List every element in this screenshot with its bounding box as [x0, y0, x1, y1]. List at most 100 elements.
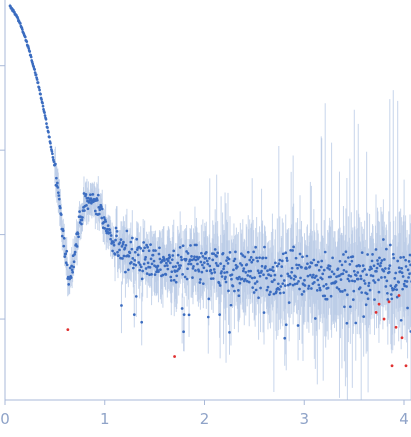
data-point	[242, 267, 246, 270]
data-point	[216, 251, 220, 255]
data-point	[191, 267, 195, 270]
data-point	[399, 256, 403, 259]
data-point	[89, 193, 92, 197]
data-point	[243, 255, 247, 259]
data-point	[185, 250, 188, 253]
data-point	[306, 262, 309, 266]
data-point	[90, 201, 93, 205]
data-point	[405, 285, 408, 288]
data-point	[28, 50, 32, 53]
data-point	[254, 245, 257, 249]
data-point	[170, 270, 174, 274]
data-point	[281, 252, 285, 256]
data-point	[275, 290, 278, 294]
data-point	[169, 279, 173, 282]
data-point	[287, 301, 291, 304]
data-point	[228, 330, 231, 334]
data-point	[100, 207, 104, 211]
data-point	[211, 277, 215, 280]
data-point	[113, 253, 117, 256]
data-point	[277, 288, 281, 291]
x-tick-label: 2	[200, 410, 210, 428]
data-point	[382, 269, 386, 273]
data-point	[317, 283, 321, 287]
data-point	[55, 176, 58, 180]
data-point	[35, 78, 39, 81]
data-point	[407, 259, 411, 263]
data-point	[290, 270, 293, 274]
data-point	[77, 235, 80, 239]
data-point	[383, 275, 387, 279]
data-point	[213, 271, 217, 274]
data-point	[80, 218, 84, 222]
data-point	[310, 287, 313, 290]
data-point	[258, 256, 261, 260]
data-point	[227, 289, 230, 293]
data-point	[215, 255, 219, 258]
data-point	[260, 269, 263, 273]
outlier-point	[377, 302, 381, 306]
data-point	[139, 265, 143, 269]
data-point	[392, 256, 396, 260]
data-point	[279, 274, 283, 278]
x-tick-label: 4	[399, 410, 409, 428]
data-point	[384, 267, 387, 270]
data-point	[343, 288, 347, 292]
data-point	[143, 258, 147, 261]
data-point	[378, 256, 381, 260]
data-point	[361, 269, 365, 273]
data-point	[68, 266, 72, 270]
data-point	[81, 216, 84, 219]
data-point	[291, 249, 294, 252]
data-point	[180, 258, 183, 262]
data-point	[388, 243, 392, 247]
data-point	[129, 261, 133, 264]
data-point	[278, 291, 282, 295]
data-point	[385, 279, 389, 283]
data-point	[315, 289, 319, 292]
data-point	[282, 279, 286, 282]
data-point	[295, 282, 299, 285]
data-point	[275, 264, 279, 268]
data-point	[165, 261, 168, 265]
data-point	[236, 277, 240, 281]
data-points	[8, 4, 411, 340]
data-point	[340, 263, 344, 267]
data-point	[117, 254, 120, 258]
data-point	[57, 194, 61, 197]
data-point	[271, 265, 275, 269]
data-point	[265, 276, 268, 280]
data-point	[26, 44, 30, 48]
data-point	[405, 280, 409, 283]
data-point	[367, 281, 371, 285]
data-point	[262, 273, 265, 277]
y-ticks	[0, 65, 5, 320]
data-point	[264, 265, 267, 268]
data-point	[250, 276, 254, 280]
data-point	[375, 266, 379, 270]
data-point	[284, 323, 288, 327]
data-point	[41, 101, 44, 105]
data-point	[23, 35, 27, 39]
data-point	[364, 303, 368, 307]
data-point	[112, 241, 115, 244]
data-point	[238, 262, 242, 265]
data-point	[56, 191, 60, 195]
data-point	[16, 17, 20, 20]
data-point	[221, 251, 225, 255]
data-point	[310, 261, 314, 265]
data-point	[65, 249, 69, 253]
data-point	[283, 284, 287, 287]
data-point	[95, 198, 99, 202]
data-point	[176, 261, 180, 265]
outlier-point	[66, 328, 70, 332]
data-point	[80, 222, 83, 226]
data-point	[343, 305, 346, 309]
data-point	[288, 274, 292, 278]
data-point	[118, 241, 122, 244]
data-point	[296, 324, 300, 327]
x-tick-label: 3	[299, 410, 309, 428]
data-point	[277, 262, 281, 266]
data-point	[396, 259, 400, 263]
data-point	[51, 156, 55, 159]
